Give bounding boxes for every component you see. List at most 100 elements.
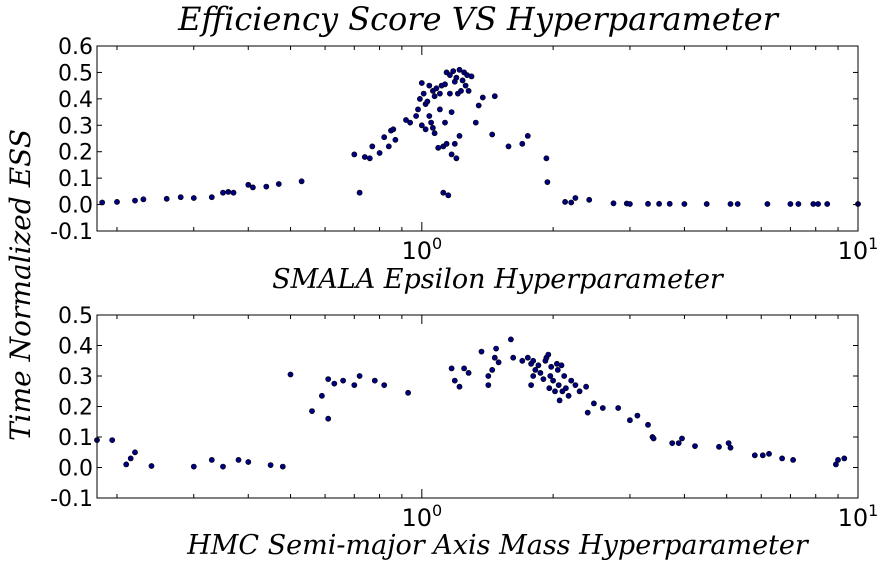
data-point	[190, 463, 197, 470]
data-point	[572, 382, 579, 388]
data-point	[446, 90, 453, 97]
data-point	[465, 369, 472, 376]
data-point	[453, 155, 460, 162]
data-point	[795, 201, 802, 207]
data-point	[489, 131, 496, 138]
data-point	[565, 392, 572, 399]
data-point	[558, 362, 565, 369]
data-point	[456, 383, 463, 390]
data-point	[407, 119, 413, 126]
data-point	[249, 184, 256, 191]
data-point	[568, 199, 575, 206]
data-point	[381, 134, 388, 141]
data-point	[287, 371, 294, 378]
data-point	[535, 362, 542, 369]
data-point	[230, 189, 237, 196]
data-point	[479, 94, 486, 101]
data-point	[446, 72, 453, 78]
data-point	[815, 201, 821, 207]
y-tick-label: 0.1	[58, 426, 93, 451]
data-point	[390, 126, 397, 133]
data-point	[279, 463, 286, 470]
shared-y-axis-label: Time Normalized ESS	[4, 129, 37, 441]
data-point	[528, 382, 534, 388]
data-point	[309, 408, 315, 414]
data-point	[584, 409, 591, 416]
data-point	[599, 405, 606, 411]
data-point	[245, 181, 252, 188]
data-point	[351, 382, 358, 388]
hmc-scatter-panel: -0.1 0.0 0.1 0.2 0.3 0.4 0.5 100 101 HMC Semi-maj…	[50, 304, 878, 561]
data-point	[325, 415, 332, 422]
data-point	[493, 345, 499, 352]
data-point	[381, 382, 388, 388]
data-point	[371, 377, 378, 384]
data-point	[766, 450, 772, 457]
data-point	[99, 199, 106, 206]
data-point	[524, 132, 531, 139]
data-point	[510, 354, 517, 361]
x-tick-label: 100	[401, 234, 442, 265]
x-axis-label: SMALA Epsilon Hyperparameter	[272, 264, 725, 295]
y-tick-label: 0.2	[58, 396, 93, 421]
data-point	[418, 80, 425, 86]
data-point	[555, 382, 562, 388]
data-point	[465, 88, 472, 94]
data-point	[562, 198, 568, 205]
data-point	[456, 132, 463, 139]
data-point	[405, 389, 411, 396]
data-point	[413, 113, 419, 119]
y-tick-label: 0.4	[58, 335, 93, 360]
data-point	[491, 93, 498, 100]
data-point	[462, 82, 469, 89]
y-tick-label: 0.3	[58, 114, 93, 139]
data-point	[440, 189, 447, 196]
data-point	[340, 377, 346, 384]
data-point	[448, 151, 455, 158]
data-point	[552, 388, 558, 395]
data-point	[220, 189, 226, 196]
data-point	[385, 143, 392, 150]
data-point	[703, 201, 710, 207]
data-point	[734, 201, 741, 207]
data-point	[554, 366, 561, 373]
data-point	[114, 198, 120, 205]
data-point	[416, 96, 423, 102]
data-point	[650, 435, 657, 442]
data-point	[475, 102, 482, 109]
data-point	[351, 151, 358, 158]
data-point	[519, 357, 526, 364]
data-point	[132, 197, 138, 204]
data-point	[485, 373, 492, 379]
plot-frame	[96, 45, 859, 232]
y-tick-label: 0.2	[58, 141, 93, 166]
data-point	[109, 437, 116, 443]
data-point	[453, 74, 460, 81]
data-point	[548, 363, 555, 370]
x-tick-label: 100	[401, 501, 442, 532]
data-point	[759, 452, 766, 459]
plot-frame	[96, 314, 859, 499]
data-point	[634, 412, 641, 419]
data-point	[530, 373, 537, 379]
y-tick-label: 0.1	[58, 167, 93, 192]
data-point	[544, 179, 551, 185]
figure-title: Efficiency Score VS Hyperparameter	[177, 0, 780, 38]
data-point	[645, 200, 651, 207]
x-axis-label: HMC Semi-major Axis Mass Hyperparameter	[186, 530, 810, 561]
data-point	[787, 201, 794, 207]
data-point	[445, 192, 452, 199]
data-point	[530, 357, 537, 364]
data-point	[456, 66, 463, 73]
smala-scatter-panel: -0.10.00.10.20.30.40.50.6 100 101 SMALA Eps…	[50, 35, 878, 295]
data-point	[451, 140, 458, 147]
data-point	[546, 385, 553, 392]
data-point	[835, 456, 841, 463]
data-point	[841, 455, 848, 462]
data-point	[627, 201, 633, 207]
data-point	[519, 140, 526, 147]
y-tick-label: -0.1	[50, 220, 93, 245]
data-point	[543, 155, 550, 162]
data-point	[615, 405, 622, 411]
y-tick-label: 0.4	[58, 88, 93, 113]
